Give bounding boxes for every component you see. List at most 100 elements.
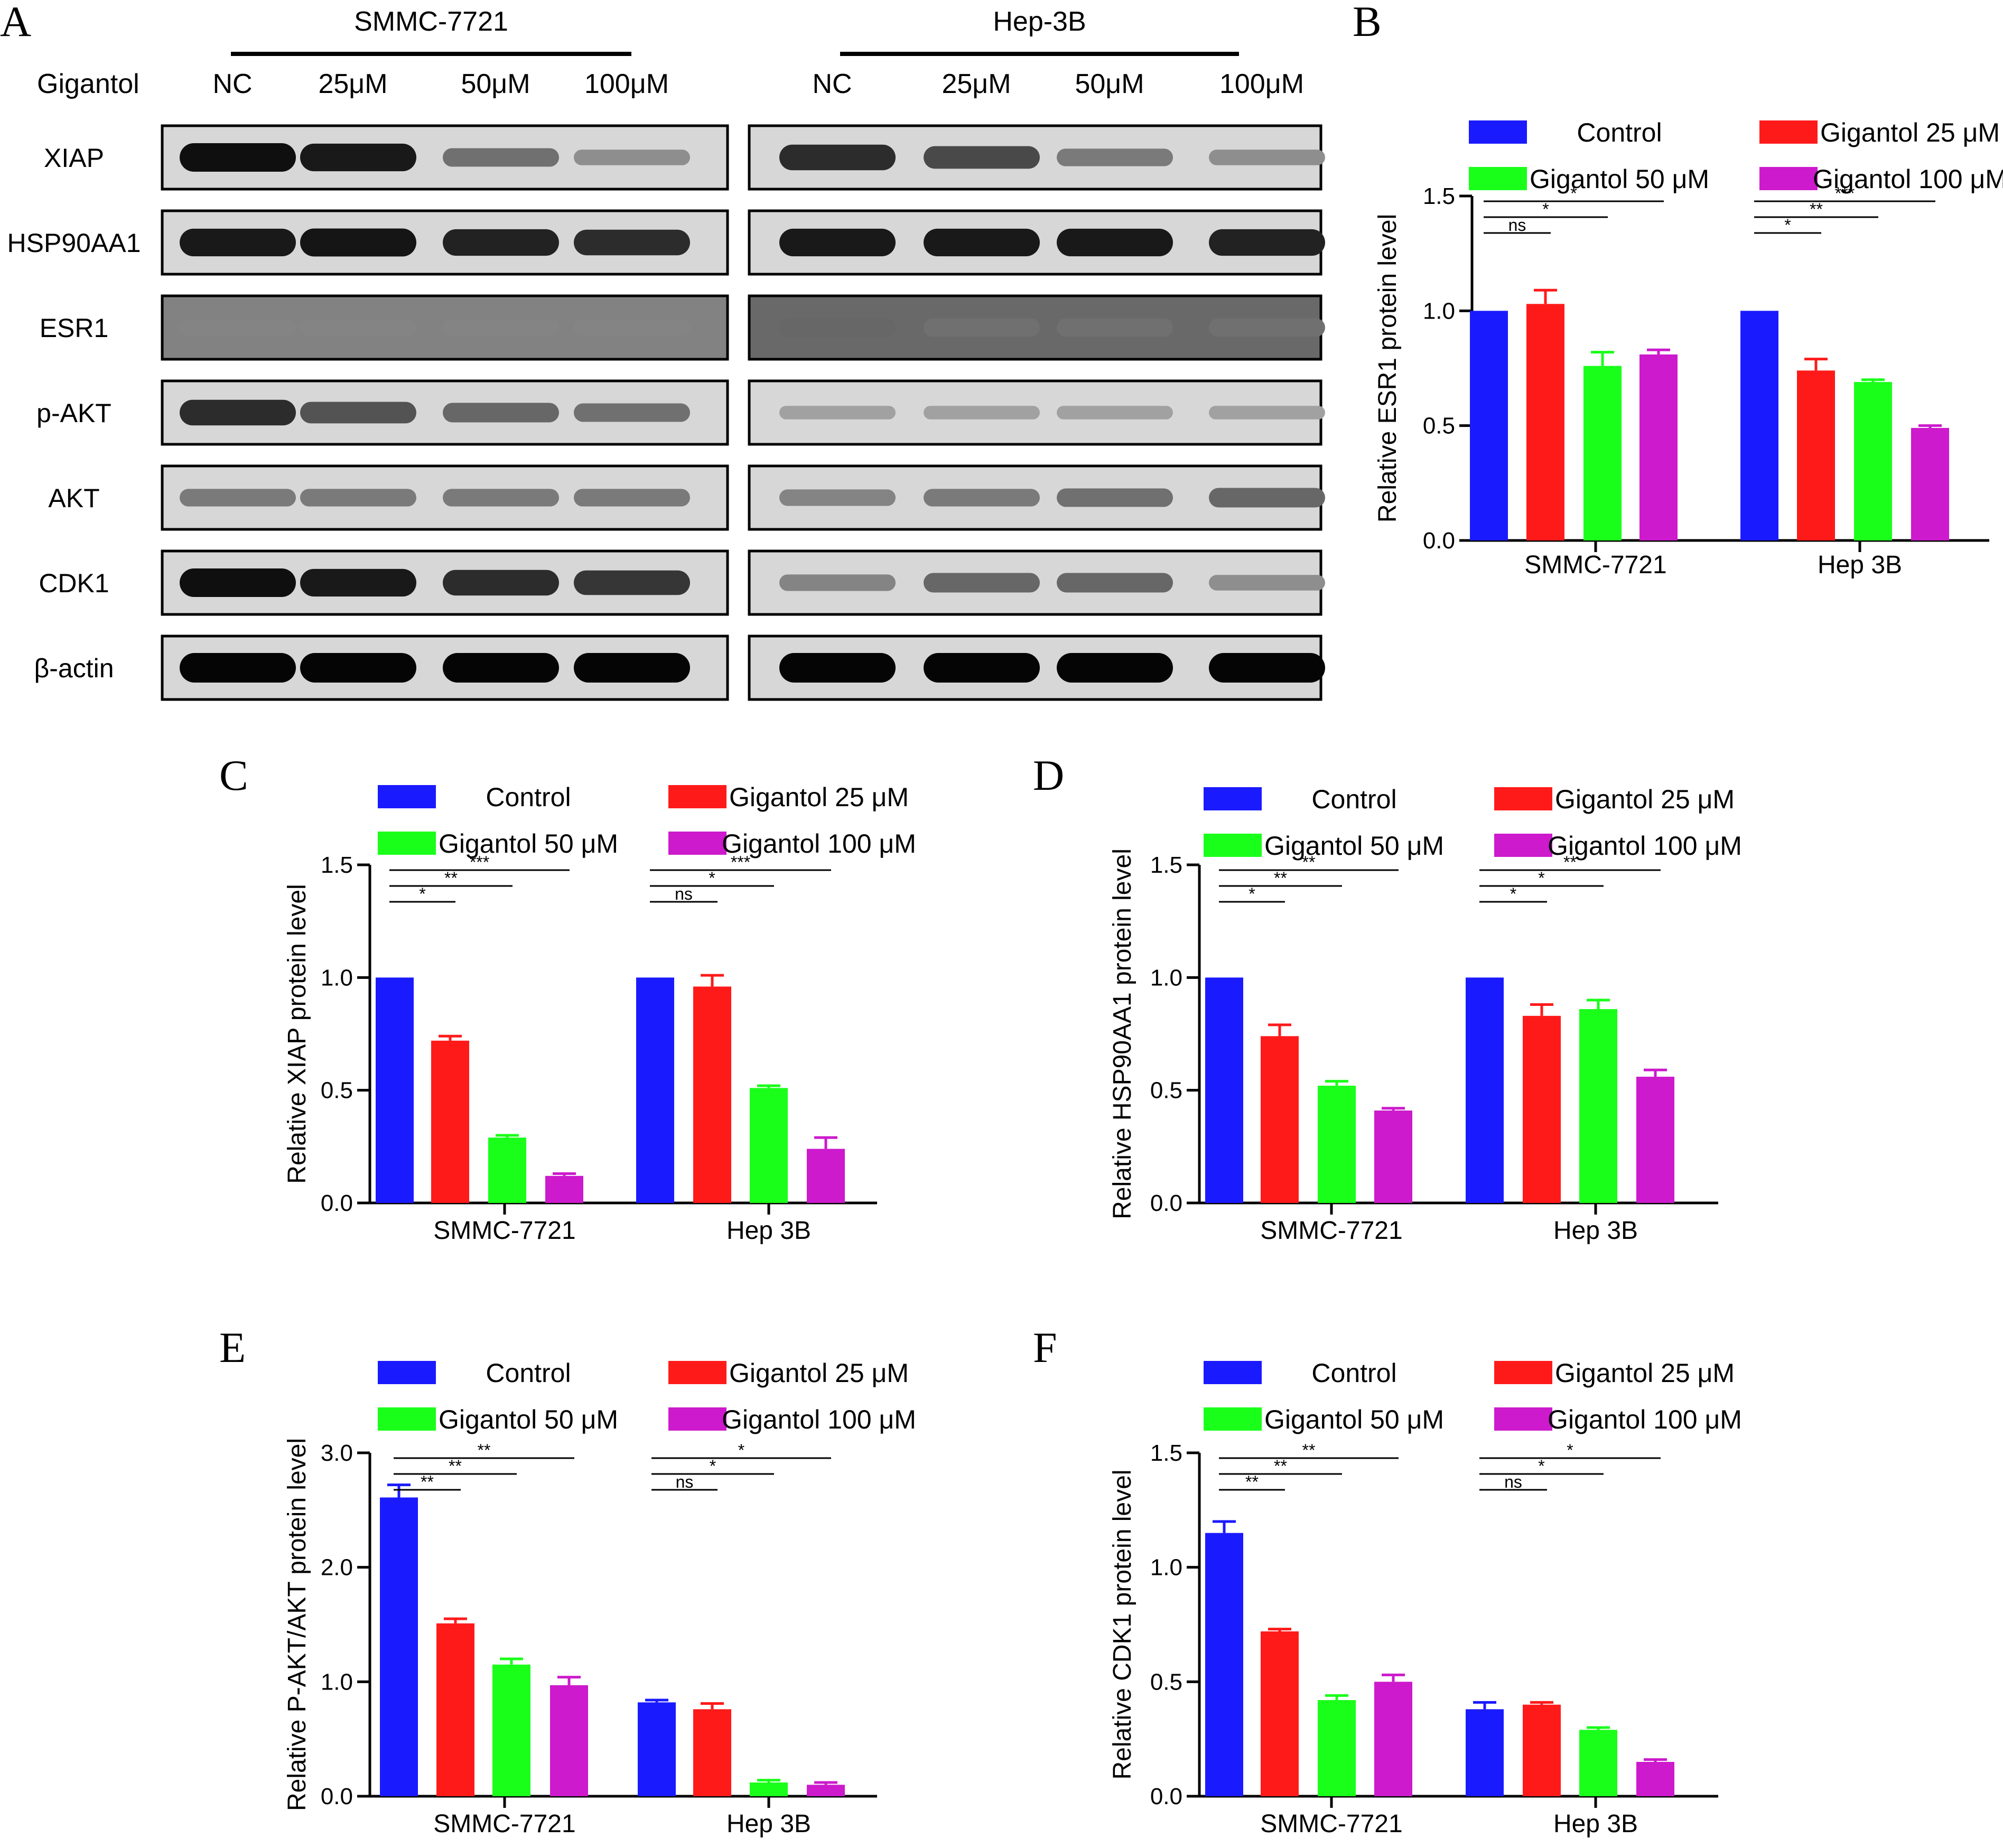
x-tick-label: SMMC-7721	[1260, 1810, 1402, 1838]
blot-band	[924, 406, 1040, 419]
y-tick-label: 1.0	[1423, 298, 1455, 324]
x-tick-label: Hep 3B	[1553, 1217, 1638, 1245]
blot-band	[1057, 488, 1173, 507]
legend-entry: Gigantol 50 μM	[439, 1405, 618, 1434]
x-tick-label: SMMC-7721	[1524, 551, 1666, 579]
panel-letter: B	[1353, 0, 1382, 45]
protein-label: p-AKT	[36, 398, 111, 428]
blot-band	[574, 653, 690, 683]
bar	[1911, 428, 1949, 540]
legend-entry: Gigantol 25 μM	[729, 782, 909, 812]
blot-band	[779, 653, 896, 683]
protein-label: ESR1	[40, 313, 109, 343]
panel-letter: C	[219, 751, 248, 799]
blot-band	[1209, 150, 1325, 165]
significance-mark: *	[1784, 216, 1791, 235]
panel-c: C Control Gigantol 25 μM Gigantol 50 μM Giga…	[219, 751, 916, 1245]
legend-entry: Gigantol 25 μM	[1820, 118, 2000, 147]
legend-swatch	[1494, 787, 1552, 810]
significance-mark: ***	[731, 853, 750, 872]
significance-mark: **	[1810, 200, 1823, 219]
bar	[1466, 1709, 1504, 1796]
significance-mark: **	[1302, 1441, 1316, 1460]
blot-band	[1057, 406, 1173, 419]
bar	[1526, 304, 1564, 540]
bar	[1205, 977, 1243, 1203]
significance-mark: **	[1274, 869, 1287, 888]
y-tick-label: 1.0	[321, 1669, 353, 1695]
legend-swatch	[1204, 1407, 1262, 1431]
legend-entry: Gigantol 50 μM	[1530, 164, 1709, 194]
blot-band	[443, 570, 559, 596]
y-tick-label: 0.0	[1150, 1190, 1182, 1216]
significance-mark: *	[1510, 884, 1516, 903]
blot-band	[180, 319, 296, 336]
blot-band	[180, 228, 296, 257]
bar	[1797, 370, 1835, 540]
significance-mark: **	[1274, 1457, 1287, 1476]
y-tick-label: 1.0	[321, 965, 353, 991]
legend-swatch	[1494, 834, 1552, 857]
legend-swatch	[378, 1361, 436, 1384]
legend-swatch	[668, 1407, 726, 1431]
y-tick-label: 1.5	[1150, 1440, 1182, 1466]
bar	[1470, 311, 1508, 540]
legend-entry: Gigantol 50 μM	[439, 829, 618, 858]
legend-entry: Gigantol 25 μM	[1555, 1358, 1735, 1388]
dose-label: 25μM	[318, 69, 387, 99]
x-tick-label: SMMC-7721	[433, 1810, 575, 1838]
blot-band	[1057, 148, 1173, 166]
bar	[488, 1137, 526, 1203]
y-axis-label: Relative XIAP protein level	[283, 884, 311, 1183]
panel-letter: F	[1033, 1323, 1057, 1371]
blot-band	[180, 653, 296, 683]
dose-label: 100μM	[1219, 69, 1304, 99]
y-tick-label: 0.0	[321, 1190, 353, 1216]
x-tick-label: Hep 3B	[726, 1810, 811, 1838]
bar	[750, 1782, 788, 1796]
blot-band	[574, 319, 690, 336]
y-axis-label: Relative HSP90AA1 protein level	[1108, 848, 1136, 1219]
blot-band	[1209, 488, 1325, 508]
bar	[1583, 366, 1622, 540]
legend-swatch	[1204, 834, 1262, 857]
bar	[1466, 977, 1504, 1203]
blot-band	[1209, 406, 1325, 419]
blot-band	[180, 399, 296, 426]
blot-band	[300, 319, 416, 336]
bar	[807, 1785, 845, 1796]
blot-band	[924, 573, 1040, 593]
legend-swatch	[1494, 1361, 1552, 1384]
legend-entry: Control	[486, 782, 571, 812]
blot-band	[1057, 573, 1173, 593]
bar	[1318, 1086, 1356, 1203]
blot-band	[574, 570, 690, 595]
bar	[1374, 1110, 1412, 1203]
bar	[1205, 1533, 1243, 1796]
y-tick-label: 3.0	[321, 1440, 353, 1466]
panel-d: D Control Gigantol 25 μM Gigantol 50 μM Giga…	[1033, 751, 1742, 1245]
bar	[1318, 1700, 1356, 1796]
significance-mark: *	[1538, 869, 1544, 888]
y-tick-label: 2.0	[321, 1555, 353, 1581]
protein-label: XIAP	[44, 143, 104, 173]
bar	[693, 1709, 731, 1796]
bar	[1374, 1682, 1412, 1796]
protein-label: HSP90AA1	[7, 228, 141, 258]
y-axis-label: Relative CDK1 protein level	[1108, 1470, 1136, 1780]
panel-a-letter: A	[0, 0, 31, 45]
legend-entry: Control	[486, 1358, 571, 1388]
significance-mark: **	[1302, 853, 1316, 872]
blot-band	[779, 489, 896, 506]
y-tick-label: 1.0	[1150, 965, 1182, 991]
blot-band	[574, 403, 690, 422]
y-tick-label: 0.5	[1150, 1078, 1182, 1104]
legend-swatch	[1494, 1407, 1552, 1431]
bar	[1639, 354, 1678, 540]
blot-band	[300, 489, 416, 507]
protein-label: AKT	[48, 483, 99, 513]
legend-swatch	[668, 1361, 726, 1384]
blot-band	[1057, 318, 1173, 337]
bar	[436, 1623, 474, 1796]
